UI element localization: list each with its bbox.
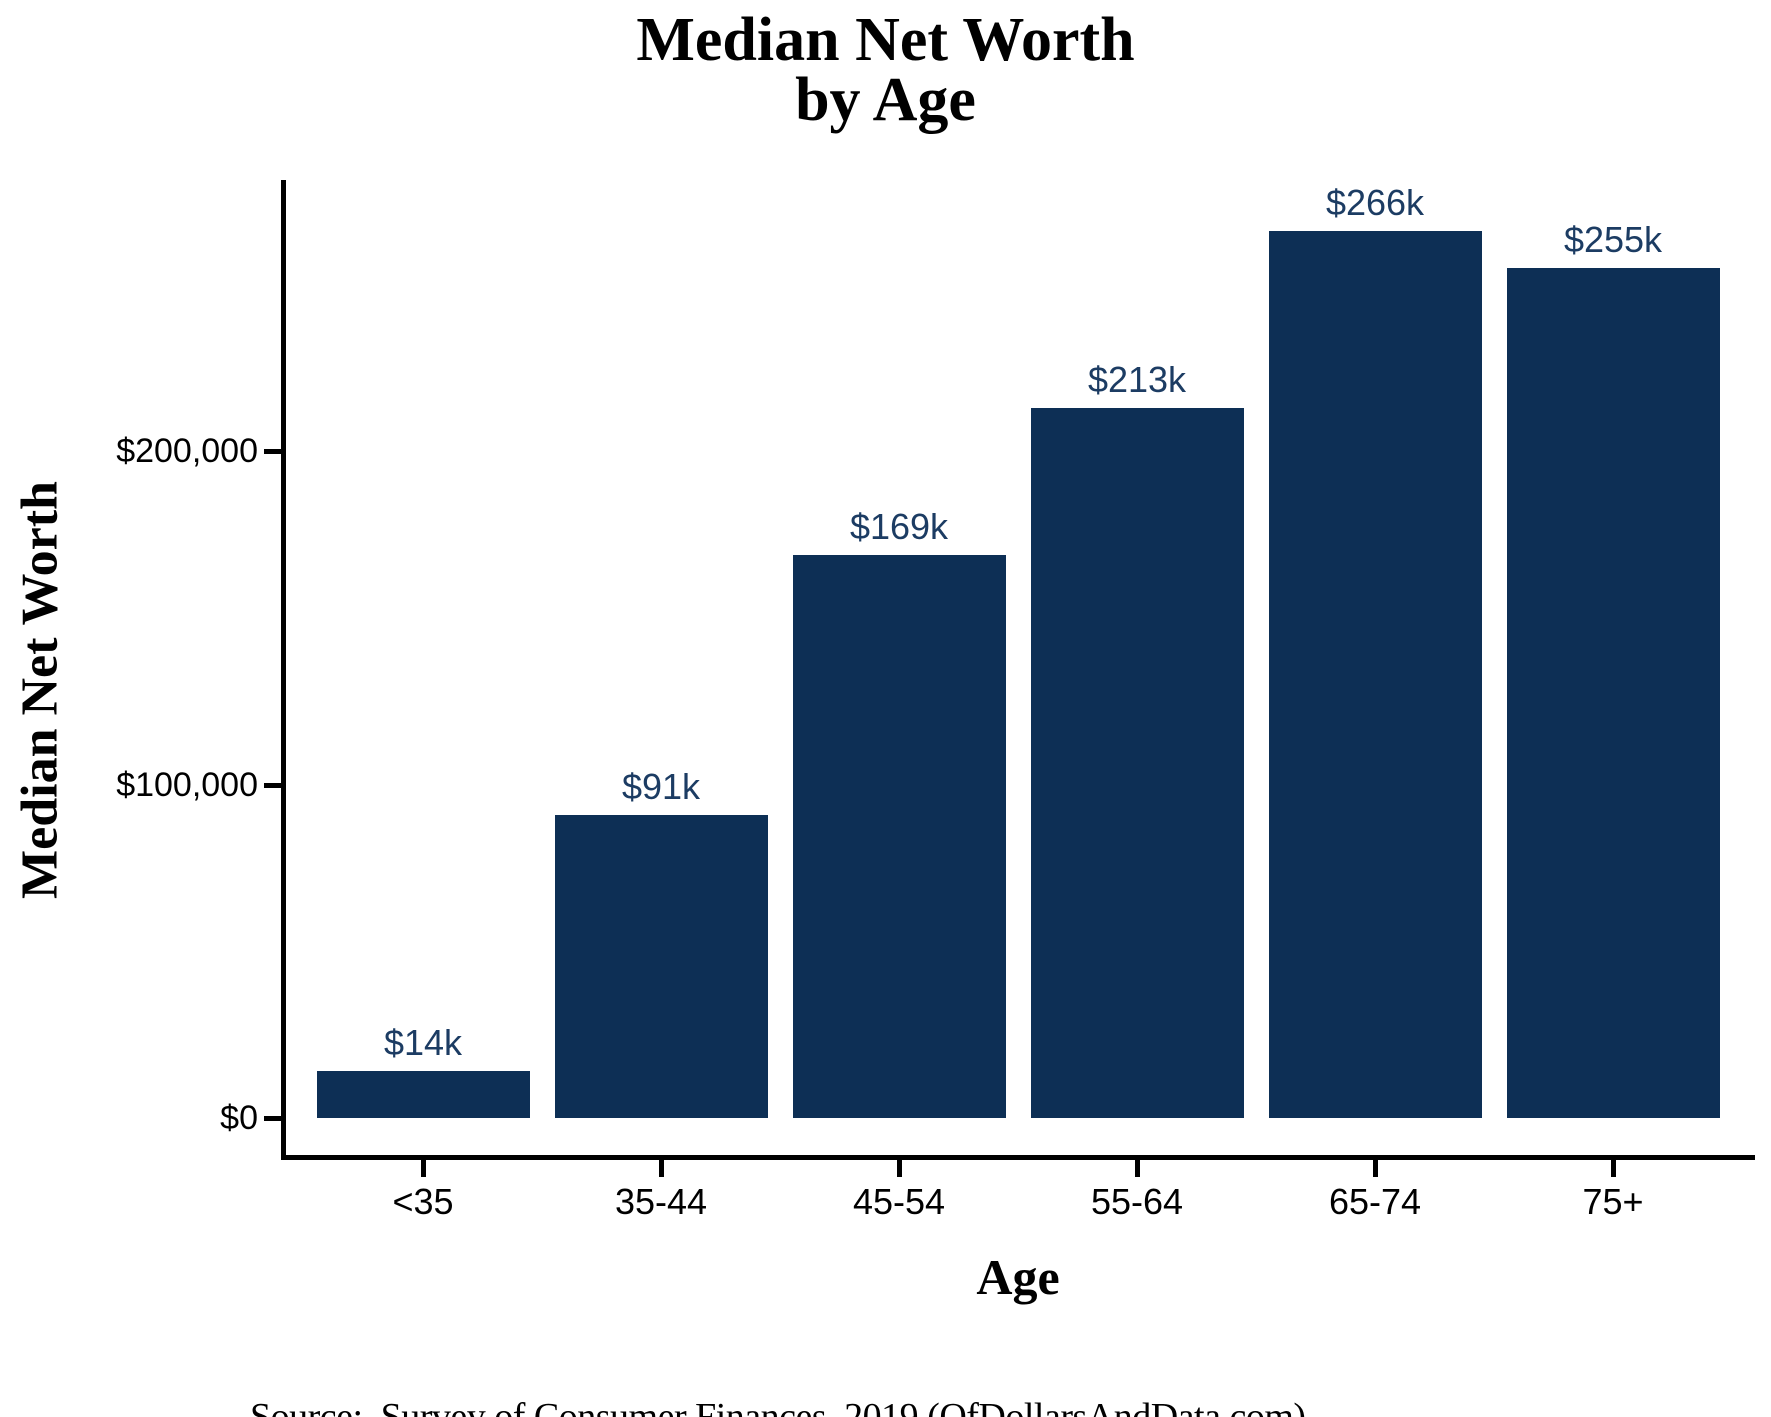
bar-value-label: $255k [1563,219,1663,261]
bar-value-label: $213k [1087,359,1187,401]
x-axis-title: Age [976,1249,1060,1305]
y-axis-tick [264,449,281,455]
x-axis-tick [659,1160,664,1177]
x-tick-label: 65-74 [1328,1181,1422,1222]
bar-75+ [1506,268,1720,1118]
x-axis-tick [1611,1160,1616,1177]
bar-value-label: $266k [1325,182,1425,224]
y-tick-label: $100,000 [116,765,258,804]
plot-panel [281,180,1755,1160]
x-tick-label: <35 [392,1181,454,1222]
y-tick-label: $0 [220,1099,258,1137]
bar-35-44 [554,814,768,1118]
bar-value-label: $91k [621,765,701,807]
x-axis-tick [1373,1160,1378,1177]
y-tick-label: $200,000 [116,432,258,471]
y-axis-title: Median Net Worth [11,481,69,899]
bar-65-74 [1268,231,1482,1118]
x-tick-label: 75+ [1582,1181,1644,1222]
y-axis-tick [264,782,281,788]
x-tick-label: 45-54 [852,1181,946,1222]
x-axis-tick [897,1160,902,1177]
bar-<35 [316,1071,530,1118]
chart-title: Median Net Worth by Age [0,6,1771,134]
chart-title-line-1: Median Net Worth [636,6,1135,74]
chart-footer: Source: Survey of Consumer Finances, 201… [250,1320,1363,1417]
chart-title-line-2: by Age [795,66,976,134]
x-axis-tick [421,1160,426,1177]
bar-55-64 [1030,408,1244,1118]
bar-value-label: $14k [383,1022,463,1064]
y-axis-tick [264,1116,281,1121]
x-tick-label: 35-44 [614,1181,708,1222]
x-tick-label: 55-64 [1090,1181,1184,1222]
x-axis-tick [1135,1160,1140,1177]
bar-45-54 [792,554,1006,1118]
bar-value-label: $169k [849,505,949,547]
source-note: Source: Survey of Consumer Finances, 201… [250,1396,1306,1417]
